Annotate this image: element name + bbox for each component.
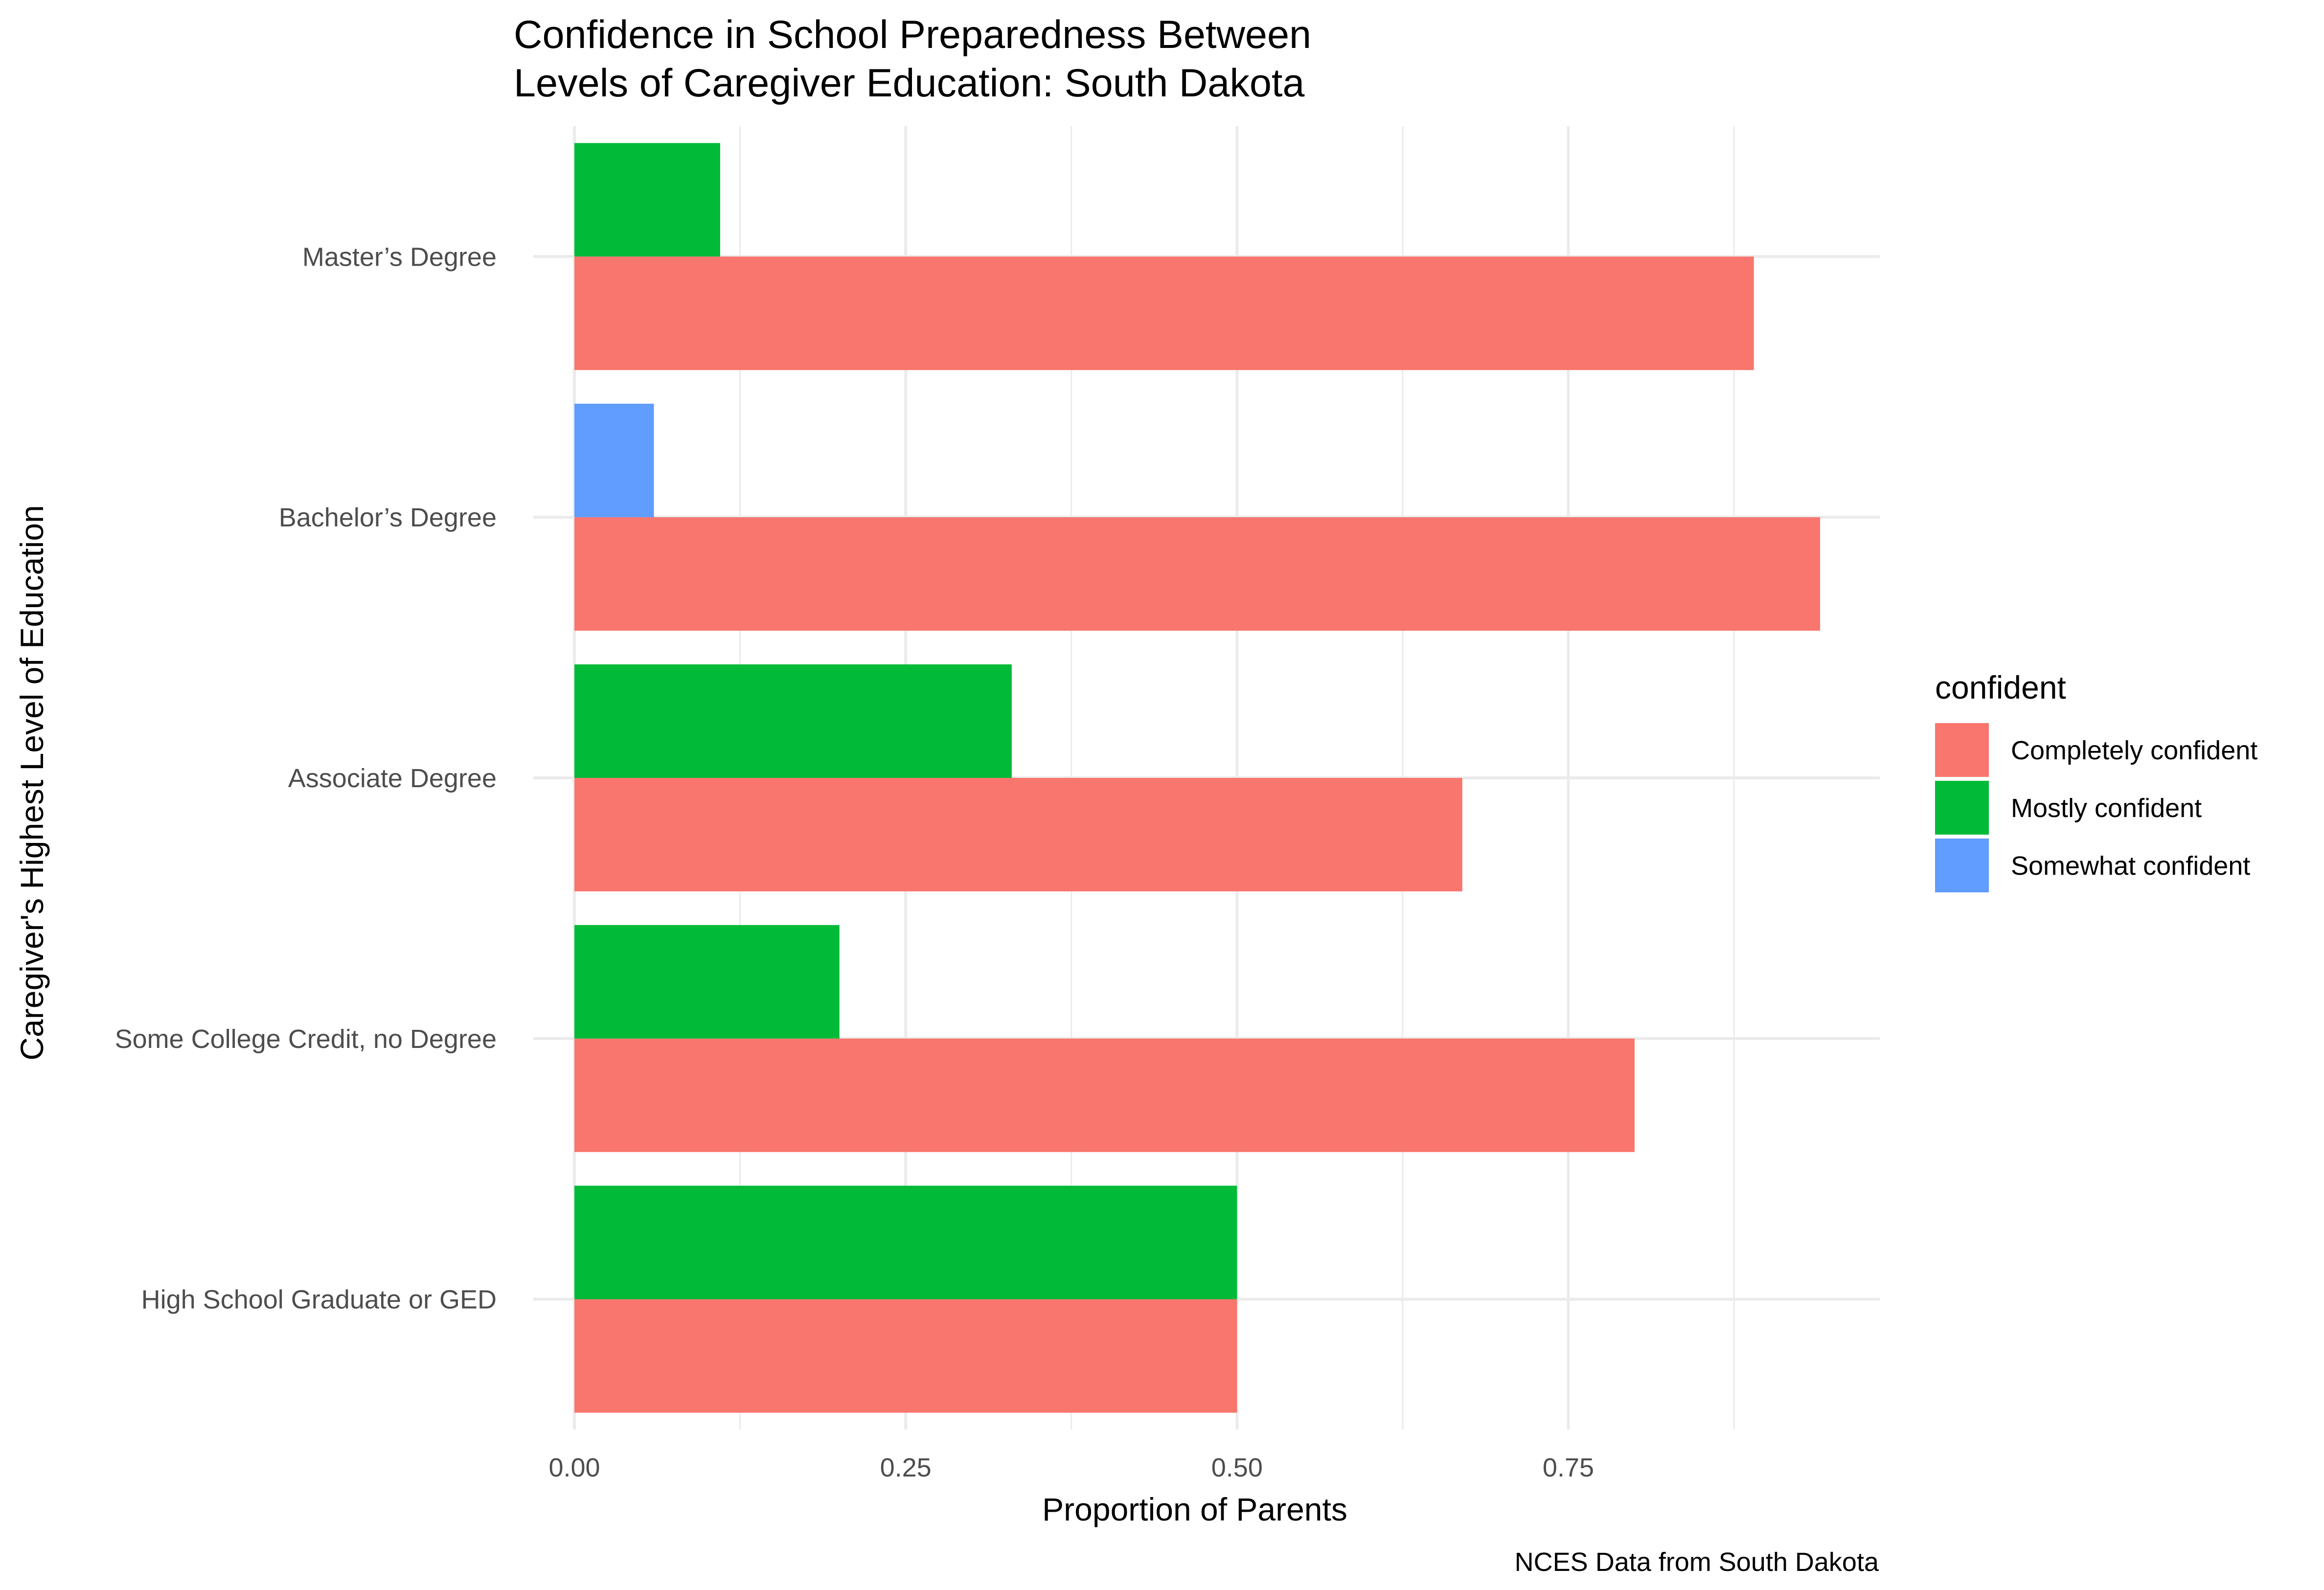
legend-title: confident [1935, 669, 2066, 705]
bar-some-college-credit-no-degree-mostly-confident [574, 925, 840, 1039]
legend-entries: Completely confident Mostly confident Some… [1935, 723, 2257, 892]
bar-master-s-degree-completely-confident [574, 256, 1754, 370]
y-tick-label: Master’s Degree [302, 242, 497, 272]
y-axis-title: Caregiver's Highest Level of Education [14, 505, 50, 1060]
y-tick-label: High School Graduate or GED [141, 1285, 497, 1315]
x-axis-title: Proportion of Parents [1042, 1491, 1347, 1527]
legend: confident Completely confident Mostly con… [1935, 669, 2257, 892]
x-tick-label: 0.00 [548, 1453, 600, 1482]
chart-title-line-2: Levels of Caregiver Education: South Dak… [514, 61, 1305, 105]
y-tick-label: Some College Credit, no Degree [115, 1024, 497, 1054]
chart-caption: NCES Data from South Dakota [1515, 1547, 1879, 1577]
x-axis-tick-labels: 0.00 0.25 0.50 0.75 [548, 1453, 1594, 1482]
bar-master-s-degree-mostly-confident [574, 143, 720, 257]
bar-associate-degree-completely-confident [574, 778, 1462, 891]
y-axis-tick-labels: High School Graduate or GED Some College … [115, 242, 497, 1314]
x-tick-label: 0.25 [880, 1453, 932, 1482]
bars [574, 143, 1821, 1413]
bar-associate-degree-mostly-confident [574, 664, 1012, 778]
bar-high-school-graduate-or-ged-mostly-confident [574, 1185, 1237, 1299]
x-tick-label: 0.75 [1543, 1453, 1594, 1482]
legend-key-somewhat-confident [1935, 839, 1989, 892]
bar-some-college-credit-no-degree-completely-confident [574, 1038, 1635, 1152]
bar-high-school-graduate-or-ged-completely-confident [574, 1299, 1237, 1413]
legend-key-completely-confident [1935, 723, 1989, 777]
bar-bachelor-s-degree-somewhat-confident [574, 404, 654, 518]
legend-label-completely-confident: Completely confident [2011, 736, 2257, 765]
chart-title-line-1: Confidence in School Preparedness Betwee… [514, 13, 1311, 57]
legend-key-mostly-confident [1935, 781, 1989, 835]
y-tick-label: Bachelor’s Degree [279, 503, 497, 532]
x-tick-label: 0.50 [1211, 1453, 1263, 1482]
legend-label-somewhat-confident: Somewhat confident [2011, 851, 2250, 881]
y-tick-label: Associate Degree [288, 764, 497, 793]
bar-bachelor-s-degree-completely-confident [574, 517, 1821, 631]
legend-label-mostly-confident: Mostly confident [2011, 794, 2202, 823]
